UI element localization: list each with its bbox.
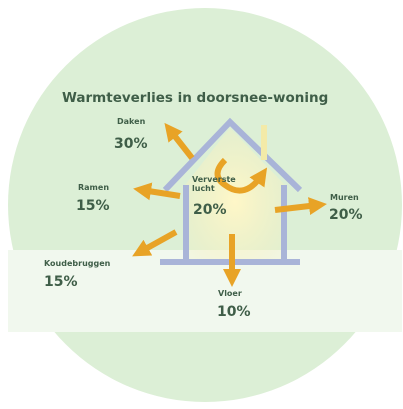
title: Warmteverlies in doorsnee-woning	[62, 90, 328, 106]
arrows	[132, 122, 327, 287]
item-label: Ververste lucht	[192, 175, 236, 193]
item-value: 20%	[193, 202, 227, 218]
item-value: 10%	[217, 304, 251, 320]
item-value: 30%	[114, 136, 148, 152]
item-value: 15%	[76, 198, 110, 214]
item-label: Muren	[330, 193, 359, 202]
item-label: Vloer	[218, 289, 242, 298]
item-value: 15%	[44, 274, 78, 290]
item-value: 20%	[329, 207, 363, 223]
item-label: Koudebruggen	[44, 259, 111, 268]
item-label: Daken	[117, 117, 146, 126]
item-label: Ramen	[78, 183, 109, 192]
